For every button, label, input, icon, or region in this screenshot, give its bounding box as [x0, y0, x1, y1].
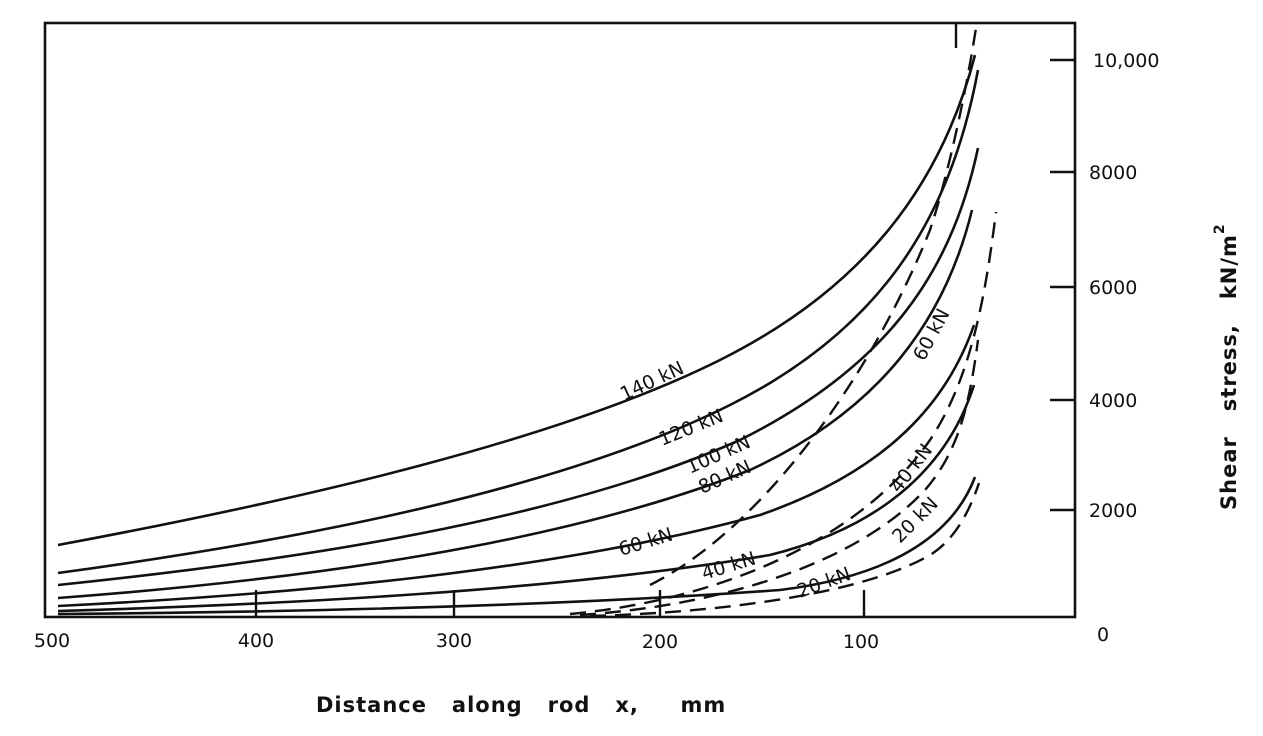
y-axis-ticks	[1050, 58, 1075, 512]
x-axis-title: Distance along rod x, mm	[316, 693, 726, 717]
y-tick-2000: 2000	[1089, 500, 1137, 522]
y-tick-4000: 4000	[1089, 390, 1137, 412]
x-tick-100: 100	[843, 631, 879, 653]
dashed-curve-40kN	[579, 339, 980, 617]
label-140kN: 140 kN	[617, 357, 688, 405]
y-tick-6000: 6000	[1089, 277, 1137, 299]
x-axis-ticks	[254, 23, 958, 617]
x-tick-400: 400	[238, 630, 274, 652]
x-tick-200: 200	[642, 631, 678, 653]
dashed-curve-60kN	[569, 211, 998, 616]
plot-frame	[43, 21, 1077, 619]
curve-120kN	[57, 69, 980, 575]
x-tick-0: 0	[1097, 624, 1109, 646]
curve-80kN	[57, 209, 974, 600]
label-dashed-60kN: 60 kN	[909, 305, 954, 364]
y-tick-8000: 8000	[1089, 162, 1137, 184]
y-tick-10000: 10,000	[1093, 50, 1159, 72]
curve-40kN	[57, 384, 976, 613]
label-dashed-40kN: 40 kN	[886, 440, 937, 497]
x-tick-500: 500	[34, 630, 70, 652]
x-tick-300: 300	[436, 630, 472, 652]
y-axis-title: Shear stress, kN/m2	[1212, 223, 1241, 510]
dashed-curve-steep	[649, 27, 978, 587]
solid-curves	[57, 54, 980, 616]
curve-20kN	[57, 476, 977, 616]
dashed-curves	[569, 27, 998, 618]
y-axis-title-group: Shear stress, kN/m2	[1212, 223, 1241, 510]
x-tick-labels: 500 400 300 200 100 0	[34, 624, 1109, 653]
curve-140kN	[57, 54, 977, 547]
curve-100kN	[57, 147, 980, 587]
y-tick-labels: 2000 4000 6000 8000 10,000	[1089, 50, 1159, 522]
curve-60kN	[57, 324, 976, 608]
label-60kN: 60 kN	[616, 524, 675, 561]
dashed-curve-20kN	[589, 482, 981, 618]
curve-labels: 140 kN 120 kN 100 kN 80 kN 60 kN 40 kN 2…	[616, 305, 954, 603]
